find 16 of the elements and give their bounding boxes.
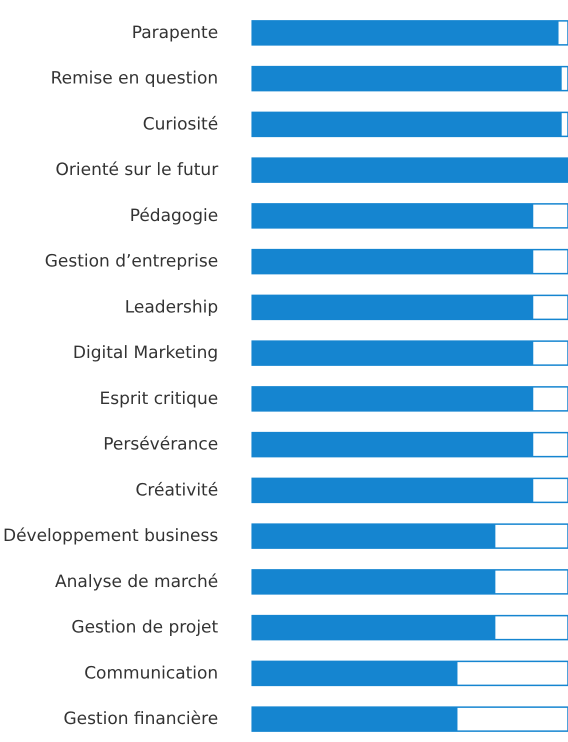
y-tick-label: Remise en question xyxy=(50,68,218,89)
y-tick-label: Esprit critique xyxy=(100,388,218,409)
y-tick-label: Développement business xyxy=(2,526,218,546)
y-tick-label: Créativité xyxy=(136,480,218,500)
y-tick-label: Gestion financière xyxy=(63,709,218,730)
y-tick-label: Persévérance xyxy=(103,434,218,455)
y-tick-label: Curiosité xyxy=(142,114,218,134)
y-tick-label: Gestion de projet xyxy=(71,618,219,638)
y-tick-label: Parapente xyxy=(132,22,218,43)
y-tick-label: Gestion d’entreprise xyxy=(44,252,218,272)
y-tick-label: Orienté sur le futur xyxy=(56,160,218,180)
y-tick-label: Digital Marketing xyxy=(72,343,218,364)
y-tick-label: Leadership xyxy=(124,297,218,318)
y-tick-label: Pédagogie xyxy=(130,206,218,226)
y-tick-label: Analyse de marché xyxy=(55,572,218,592)
y-tick-label: Communication xyxy=(84,663,218,684)
